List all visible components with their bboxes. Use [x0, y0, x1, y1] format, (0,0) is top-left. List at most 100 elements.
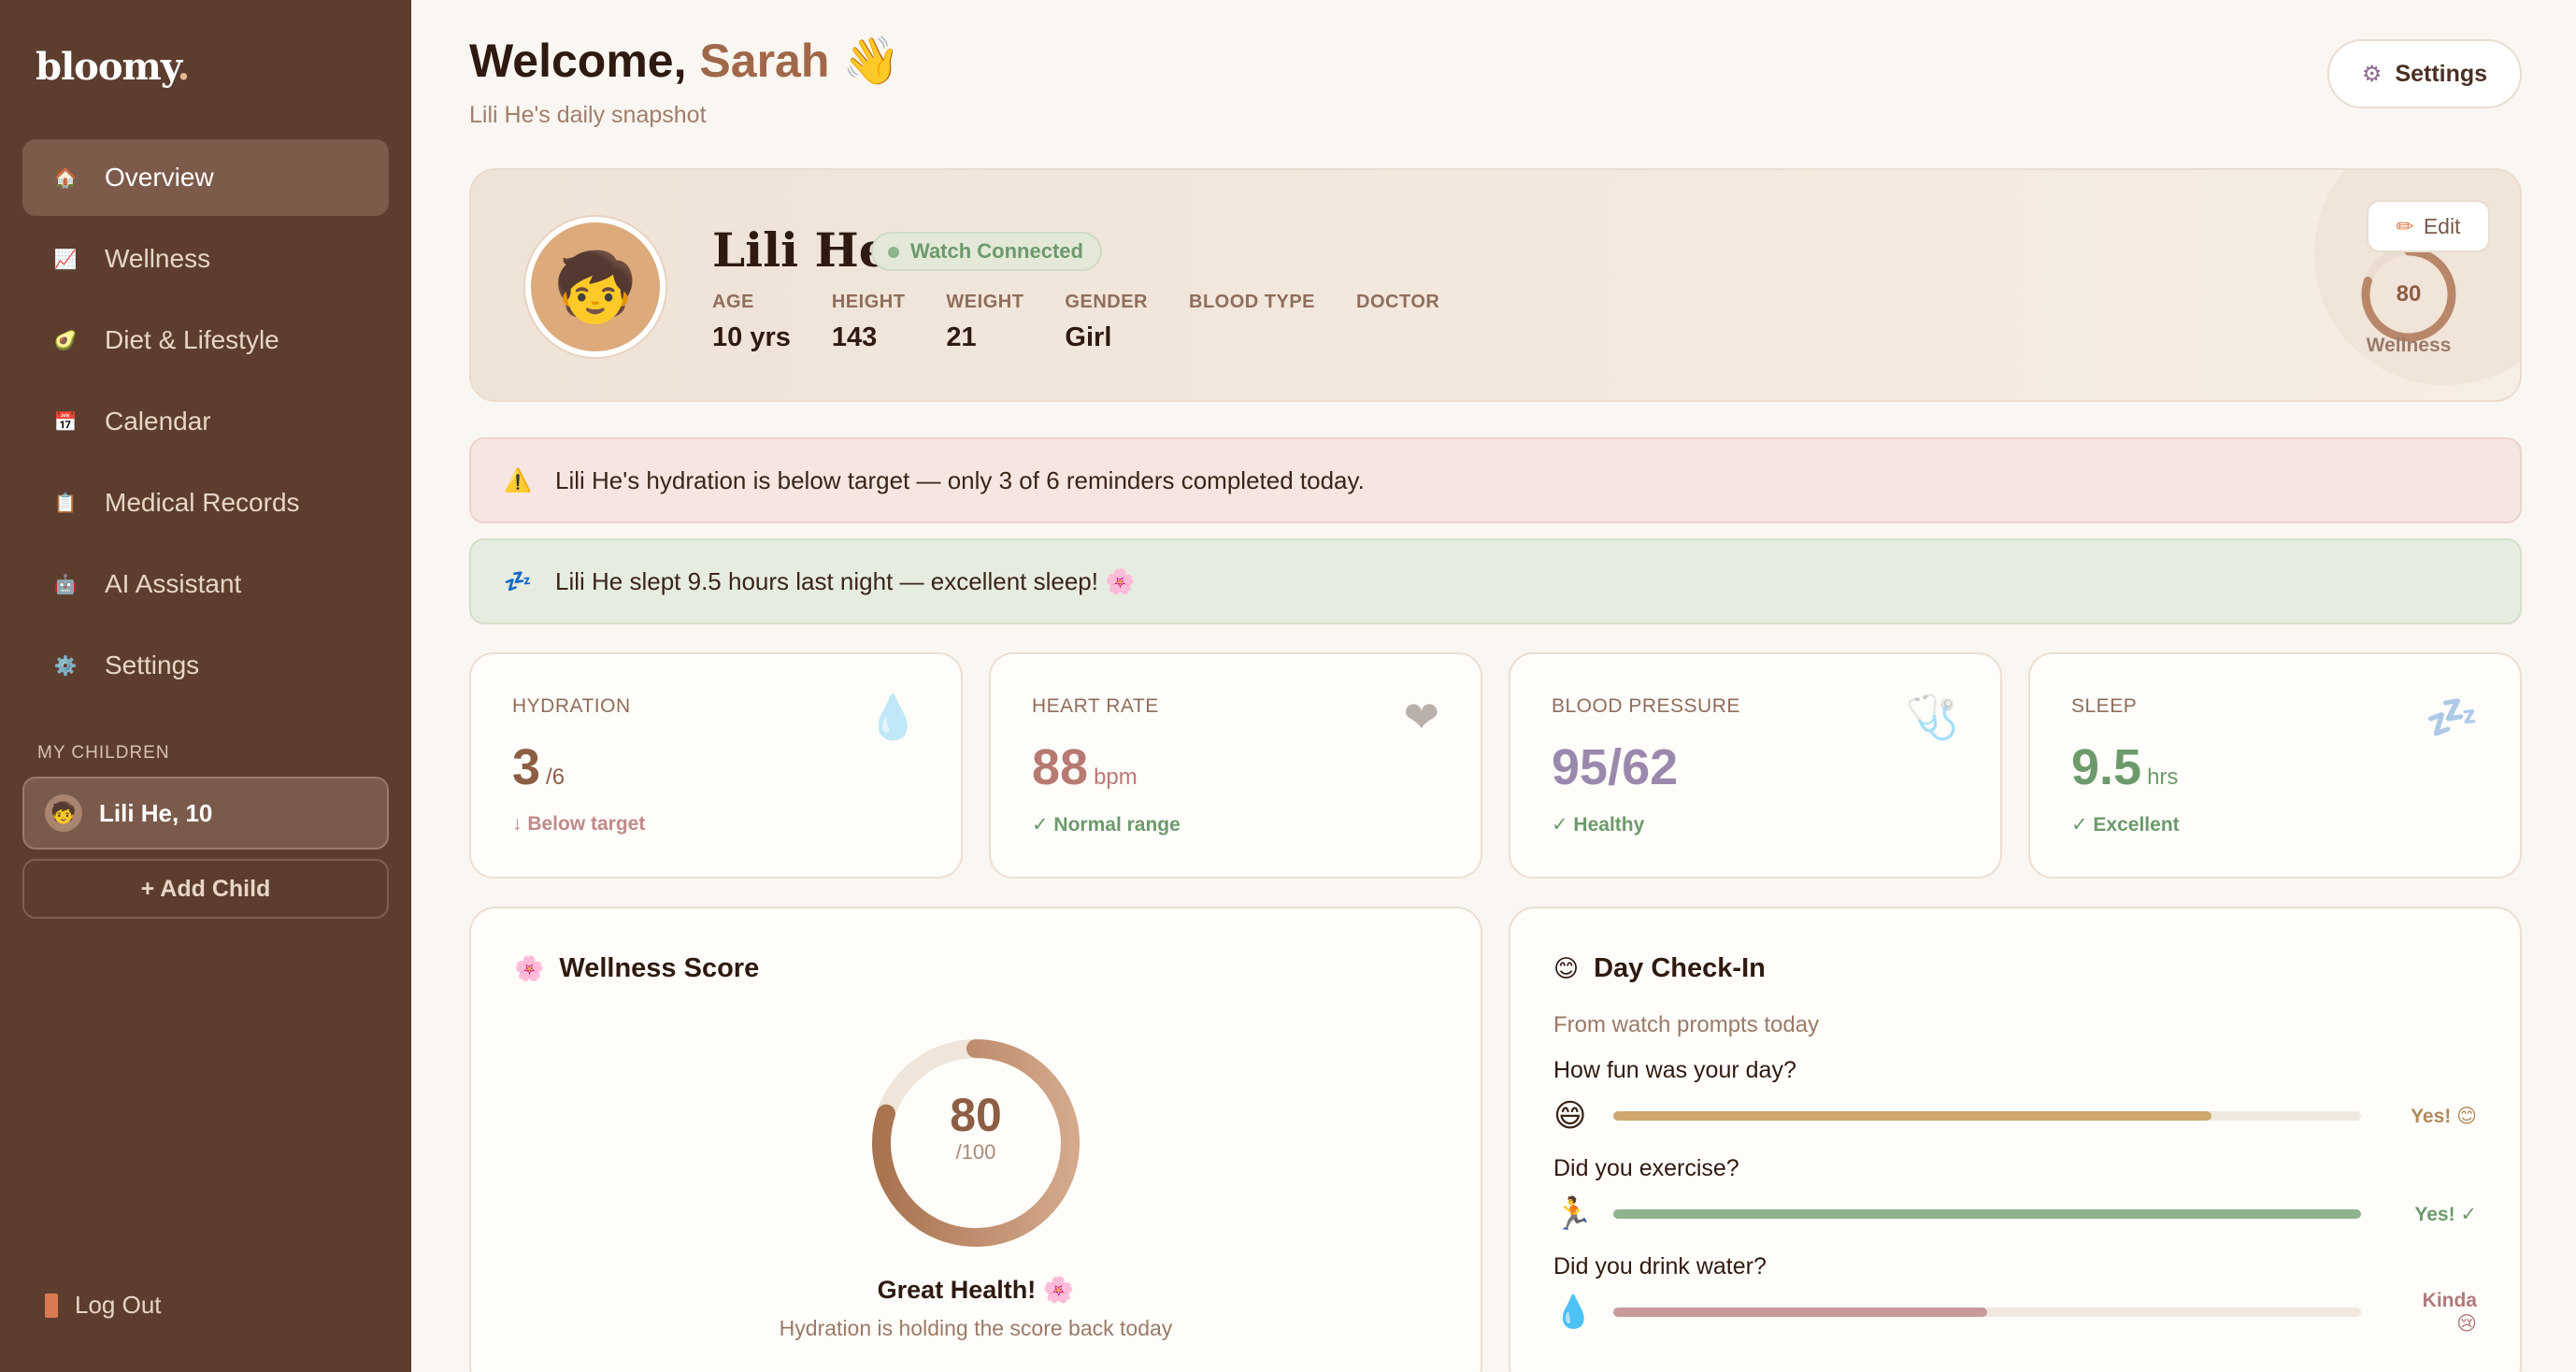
stat-label: HEIGHT	[831, 292, 906, 312]
child-item-lili[interactable]: 🧒 Lili He, 10	[22, 777, 389, 850]
smile-icon: 😊	[1553, 954, 1580, 982]
hydration-alert: ⚠️ Lili He's hydration is below target —…	[469, 437, 2522, 523]
nav-wellness[interactable]: 📈 Wellness	[22, 221, 389, 297]
checkin-bar-fill	[1613, 1209, 2361, 1219]
profile-card: 🧒 Lili He Watch Connected AGE 10 yrs HEI…	[469, 168, 2522, 402]
metric-label: HYDRATION	[512, 695, 631, 717]
checkin-question: Did you drink water?	[1553, 1253, 1767, 1279]
wellness-mini-score: 80	[2396, 281, 2422, 307]
checkin-bar-fill	[1613, 1111, 2211, 1121]
logout-label: Log Out	[75, 1291, 162, 1319]
nav-label: Settings	[105, 650, 200, 679]
metrics-row: HYDRATION 3/6 ↓ Below target 💧 HEART RAT…	[469, 652, 2522, 879]
profile-name: Lili He	[712, 222, 889, 278]
logout-button[interactable]: Log Out	[45, 1291, 162, 1320]
nav-overview[interactable]: 🏠 Overview	[22, 139, 389, 216]
child-avatar-icon: 🧒	[45, 794, 82, 832]
stat-doctor: DOCTOR	[1356, 292, 1439, 353]
chart-icon: 📈	[53, 249, 78, 270]
metric-status: ↓ Below target	[512, 813, 646, 835]
sleep-icon: 💤	[2425, 693, 2479, 741]
checkin-answer-row: 🏃 Yes! ✓	[1553, 1193, 2477, 1235]
wellness-status: Great Health! 🌸	[877, 1276, 1075, 1304]
my-children-heading: MY CHILDREN	[37, 743, 170, 763]
nav-label: Calendar	[105, 407, 211, 436]
stat-label: AGE	[712, 292, 754, 312]
nav-calendar[interactable]: 📅 Calendar	[22, 383, 389, 460]
panel-title: 🌸 Wellness Score	[514, 953, 760, 983]
warning-icon: ⚠️	[504, 467, 532, 493]
stat-value: 21	[946, 322, 977, 352]
stat-value: 143	[831, 322, 878, 352]
profile-stats: AGE 10 yrs HEIGHT 143 WEIGHT 21 GENDER G…	[712, 292, 1481, 353]
metric-value: 95/62	[1552, 739, 1679, 795]
calendar-icon: 📅	[53, 411, 78, 433]
checkin-bar	[1613, 1209, 2361, 1219]
metric-card-sleep[interactable]: SLEEP 9.5 hrs ✓ Excellent 💤	[2028, 652, 2522, 879]
gear-icon: ⚙	[2361, 61, 2383, 87]
wellness-score-ring	[872, 1039, 1080, 1247]
metric-status: ✓ Excellent	[2071, 814, 2180, 836]
flower-icon: 🌸	[514, 954, 545, 982]
water-drop-icon: 💧	[866, 693, 920, 741]
avocado-icon: 🥑	[53, 330, 78, 351]
hydration-alert-text: Lili He's hydration is below target — on…	[555, 465, 1365, 494]
nav-label: Overview	[105, 163, 214, 192]
metric-value: 3/6	[512, 739, 565, 795]
add-child-button[interactable]: + Add Child	[22, 859, 389, 919]
avatar: 🧒	[525, 217, 665, 357]
wellness-score-max: /100	[955, 1140, 996, 1164]
checkin-bar	[1613, 1308, 2361, 1317]
laugh-icon: 😄	[1553, 1098, 1587, 1134]
stat-label: BLOOD TYPE	[1189, 292, 1316, 312]
child-label: Lili He, 10	[99, 798, 213, 827]
stat-label: DOCTOR	[1356, 292, 1440, 312]
edit-profile-button[interactable]: ✏ Edit	[2367, 200, 2490, 252]
watch-status-badge: Watch Connected	[871, 232, 1102, 271]
settings-label: Settings	[2395, 60, 2488, 87]
metric-label: HEART RATE	[1032, 695, 1159, 717]
nav-diet-lifestyle[interactable]: 🥑 Diet & Lifestyle	[22, 302, 389, 379]
checkin-answer: Kinda 😢	[2422, 1289, 2477, 1335]
metric-label: SLEEP	[2071, 695, 2138, 717]
metric-value: 9.5 hrs	[2071, 739, 2179, 795]
metric-status: ✓ Healthy	[1552, 814, 1645, 836]
water-drop-icon: 💧	[1553, 1294, 1594, 1330]
pencil-icon: ✏	[2396, 213, 2414, 238]
door-icon	[45, 1293, 58, 1318]
wellness-score-value: 80	[950, 1089, 1002, 1141]
stat-value: 10 yrs	[712, 322, 791, 352]
checkin-subtitle: From watch prompts today	[1553, 1012, 1820, 1037]
logo[interactable]: bloomy.	[36, 45, 190, 89]
stat-label: GENDER	[1065, 292, 1148, 312]
checkin-answer: Yes! 😊	[2411, 1105, 2477, 1127]
metric-status: ✓ Normal range	[1032, 814, 1181, 836]
clipboard-icon: 📋	[53, 493, 78, 514]
stat-weight: WEIGHT 21	[946, 292, 1023, 353]
wellness-note: Hydration is holding the score back toda…	[779, 1316, 1173, 1340]
wellness-mini-label: Wellness	[2366, 335, 2452, 356]
checkin-answer-row: 💧 Kinda 😢	[1553, 1289, 2477, 1335]
runner-icon: 🏃	[1553, 1196, 1594, 1232]
stat-age: AGE 10 yrs	[712, 292, 791, 353]
panel-title: 😊 Day Check-In	[1553, 953, 1766, 983]
wellness-score-panel: 🌸 Wellness Score 80 /100 Great Health!	[469, 907, 1482, 1372]
page-subtitle: Lili He's daily snapshot	[469, 102, 707, 128]
nav-settings[interactable]: ⚙️ Settings	[22, 627, 389, 704]
sleep-alert-text: Lili He slept 9.5 hours last night — exc…	[555, 566, 1136, 595]
nav-label: Diet & Lifestyle	[105, 325, 279, 354]
checkin-answer-row: 😄 Yes! 😊	[1553, 1095, 2477, 1136]
main-content: Welcome, Sarah 👋 Lili He's daily snapsho…	[411, 0, 2576, 1372]
metric-card-hydration[interactable]: HYDRATION 3/6 ↓ Below target 💧	[469, 652, 963, 879]
stat-value: Girl	[1065, 322, 1112, 352]
wave-icon: 👋	[842, 35, 901, 87]
nav-medical-records[interactable]: 📋 Medical Records	[22, 464, 389, 541]
nav-ai-assistant[interactable]: 🤖 AI Assistant	[22, 546, 389, 622]
stat-blood-type: BLOOD TYPE	[1189, 292, 1315, 353]
metric-card-heart-rate[interactable]: HEART RATE 88 bpm ✓ Normal range ❤	[989, 652, 1482, 879]
gear-icon: ⚙️	[53, 655, 78, 677]
stat-label: WEIGHT	[946, 292, 1024, 312]
settings-button[interactable]: ⚙ Settings	[2327, 39, 2522, 108]
metric-card-blood-pressure[interactable]: BLOOD PRESSURE 95/62 ✓ Healthy 🩺	[1509, 652, 2002, 879]
